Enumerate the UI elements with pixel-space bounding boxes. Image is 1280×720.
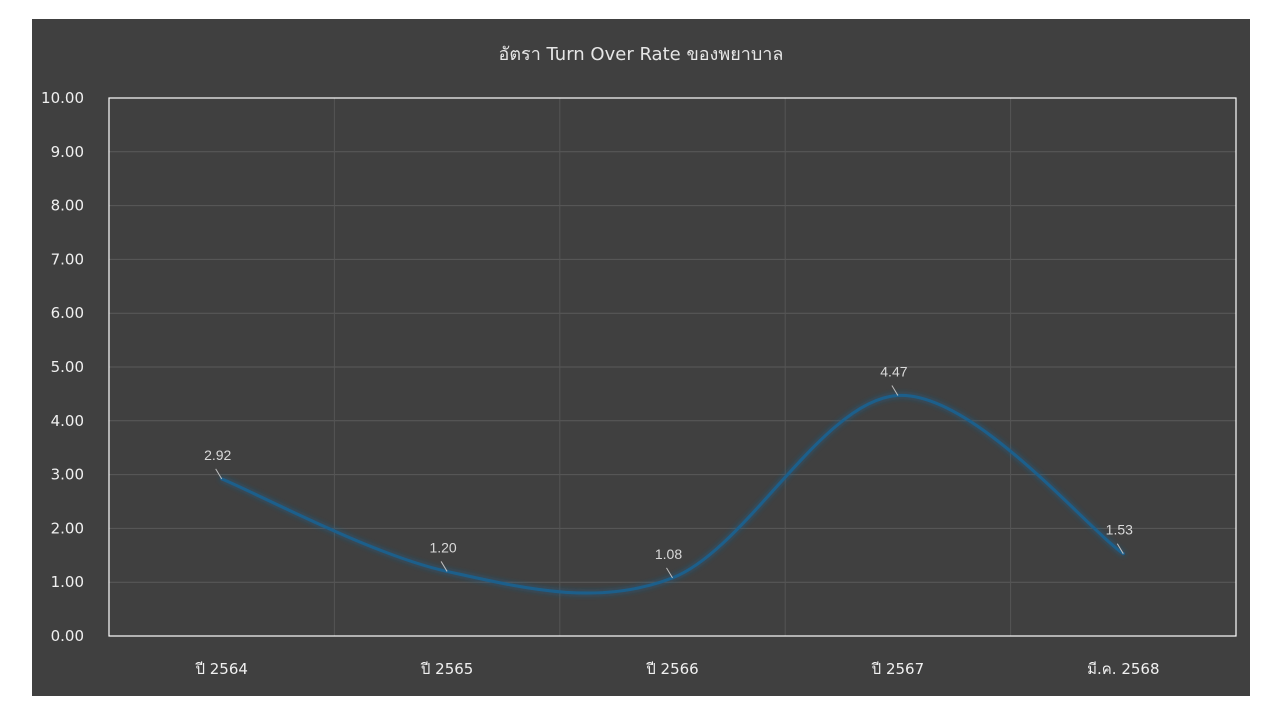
data-label-leader	[1116, 543, 1124, 554]
chart-title: อัตรา Turn Over Rate ของพยาบาล	[498, 44, 784, 65]
y-tick-label: 8.00	[51, 197, 84, 215]
y-tick-label: 1.00	[51, 573, 84, 591]
x-tick-label: ปี 2566	[645, 660, 698, 678]
chart-frame: อัตรา Turn Over Rate ของพยาบาล 0.00 1.00 2…	[32, 19, 1250, 696]
data-label-leader	[666, 567, 673, 579]
data-label-leader	[891, 385, 899, 396]
data-label: 1.20	[429, 539, 456, 555]
data-label: 2.92	[204, 447, 231, 463]
y-tick-label: 3.00	[51, 466, 84, 484]
line-chart: 0.00 1.00 2.00 3.00 4.00 5.00 6.00 7.00 8.00 9.00…	[41, 89, 1237, 678]
y-tick-label: 4.00	[51, 412, 84, 430]
data-label: 4.47	[880, 364, 907, 380]
data-label: 1.08	[655, 546, 682, 562]
y-tick-label: 0.00	[51, 627, 84, 645]
y-tick-label: 2.00	[51, 519, 84, 537]
plot-border	[108, 97, 1237, 637]
x-tick-label: ปี 2565	[420, 660, 473, 678]
x-tick-label: มี.ค. 2568	[1087, 660, 1159, 678]
x-tick-label: ปี 2567	[871, 660, 924, 678]
data-label: 1.53	[1106, 522, 1133, 538]
y-tick-label: 10.00	[41, 89, 84, 107]
y-tick-label: 5.00	[51, 358, 84, 376]
x-tick-label: ปี 2564	[195, 660, 248, 678]
series-line	[220, 394, 1125, 595]
data-label-leader	[215, 468, 223, 480]
data-label-leader	[440, 561, 448, 572]
y-tick-label: 7.00	[51, 250, 84, 268]
y-tick-label: 9.00	[51, 143, 84, 161]
y-tick-label: 6.00	[51, 304, 84, 322]
